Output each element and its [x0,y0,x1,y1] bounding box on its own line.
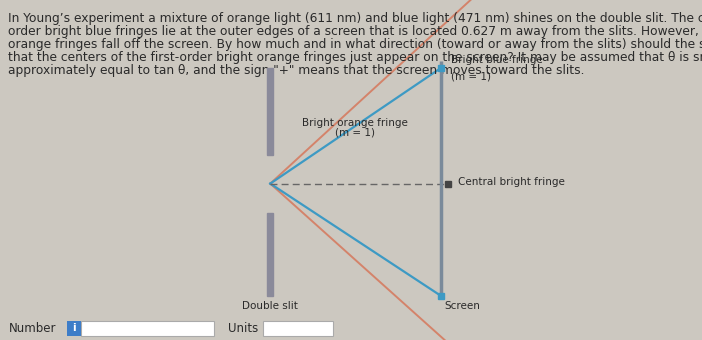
Text: i: i [72,323,76,333]
Text: that the centers of the first-order bright orange fringes just appear on the scr: that the centers of the first-order brig… [8,51,702,64]
Text: Bright orange fringe: Bright orange fringe [302,118,407,128]
FancyBboxPatch shape [67,321,81,336]
Text: approximately equal to tan θ, and the sign "+" means that the screen moves towar: approximately equal to tan θ, and the si… [8,64,585,76]
Text: Units: Units [228,322,258,335]
Text: order bright blue fringes lie at the outer edges of a screen that is located 0.6: order bright blue fringes lie at the out… [8,25,702,38]
Bar [267,212,273,296]
FancyBboxPatch shape [263,321,333,336]
Text: (m = 1): (m = 1) [335,128,374,138]
Text: Bright blue fringe: Bright blue fringe [451,55,543,65]
Text: In Young’s experiment a mixture of orange light (611 nm) and blue light (471 nm): In Young’s experiment a mixture of orang… [8,12,702,25]
Text: Number: Number [8,322,56,335]
Text: Central bright fringe: Central bright fringe [458,177,565,187]
Text: Double slit: Double slit [242,301,298,311]
FancyBboxPatch shape [81,321,214,336]
Text: (m = 1): (m = 1) [451,72,491,82]
Text: orange fringes fall off the screen. By how much and in what direction (toward or: orange fringes fall off the screen. By h… [8,38,702,51]
Bar [267,68,273,155]
Text: Screen: Screen [444,301,480,311]
Text: v: v [321,324,326,334]
